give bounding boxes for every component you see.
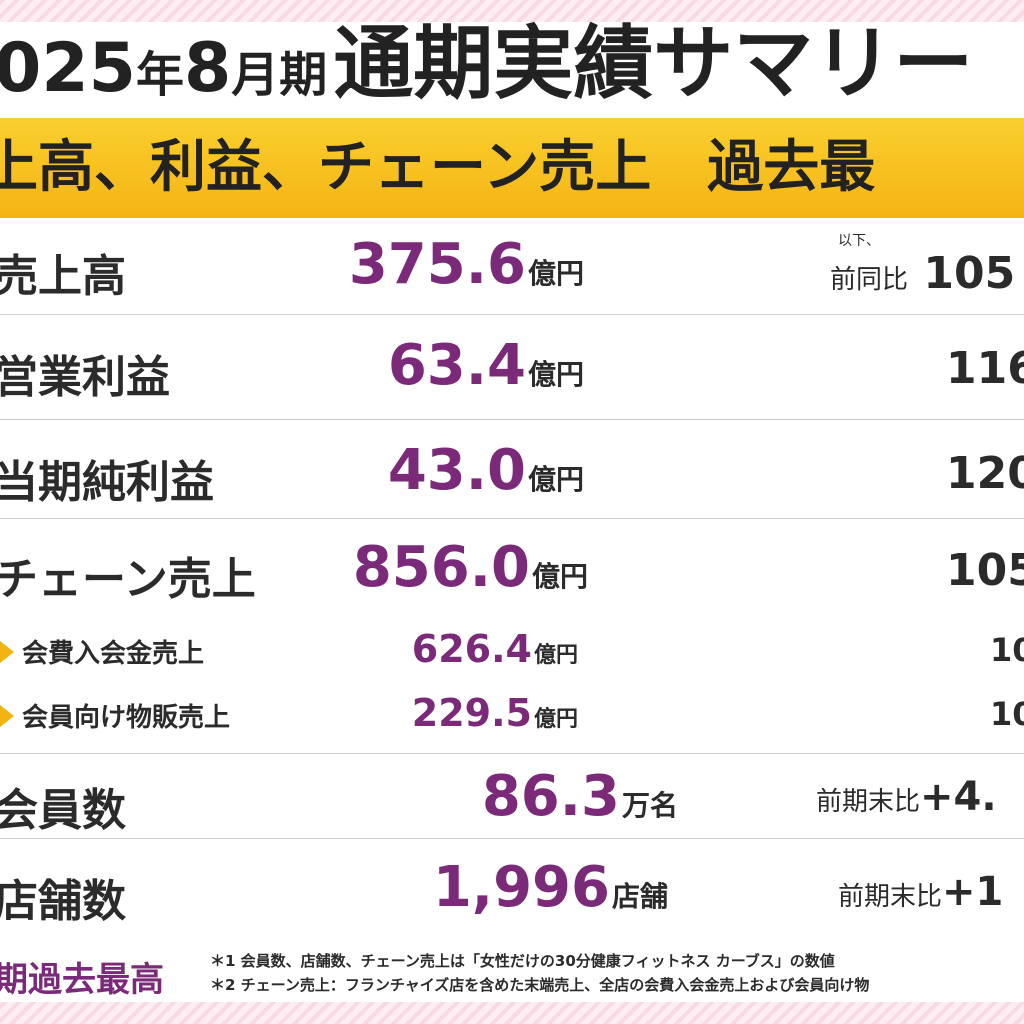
metric-number: 43.0 [387, 438, 526, 503]
metric-value: 43.0億円 [388, 438, 584, 503]
metric-number: 626.4 [411, 627, 532, 671]
metric-value: 1,996店舗 [433, 855, 668, 920]
sub-metric-label: 会員向け物販売上 [22, 703, 231, 733]
footnote-2: ＊2 チェーン売上：フランチャイズ店を含めた末端売上、全店の会費入会金売上および… [210, 976, 870, 994]
metric-number: 856.0 [352, 535, 530, 600]
metric-label: 当期純利益 [0, 457, 214, 508]
summary-card: 025年8月期通期実績サマリー 上高、利益、チェーン売上 過去最 売上高 375… [0, 22, 1024, 1002]
metric-label: 店舗数 [0, 876, 126, 927]
title-year-suffix: 年 [135, 47, 184, 103]
comparison-value: 105 [946, 545, 1024, 596]
sub-metric-value: 626.4億円 [412, 627, 578, 671]
comparison: 10 [990, 631, 1024, 669]
comparison: 前期末比+4. [816, 774, 997, 820]
metric-row-members: 会員数 86.3万名 前期末比+4. [0, 754, 1024, 839]
metric-unit: 億円 [531, 560, 588, 593]
metric-value: 63.4億円 [388, 333, 584, 398]
title-year: 025 [0, 29, 136, 108]
metric-value: 375.6億円 [349, 232, 584, 297]
page-title: 025年8月期通期実績サマリー [0, 24, 973, 104]
comparison: 120 [946, 448, 1024, 499]
metric-number: 1,996 [432, 855, 610, 920]
comparison: 10 [990, 695, 1024, 733]
comparison-value: 10 [990, 695, 1024, 733]
comparison-value: 120 [946, 448, 1024, 499]
metric-value: 856.0億円 [353, 535, 588, 600]
comparison-value: 10 [990, 631, 1024, 669]
metric-unit: 億円 [533, 643, 578, 668]
comparison-value: +4. [920, 774, 997, 820]
comparison-label: 前期末比 [816, 787, 921, 817]
title-period: 月期 [231, 47, 328, 103]
comparison-note: 以下、 [838, 233, 880, 249]
metric-unit: 億円 [533, 707, 578, 732]
metric-unit: 億円 [527, 358, 584, 391]
metric-unit: 店舗 [611, 880, 668, 913]
comparison-value: 116 [946, 343, 1024, 394]
metric-unit: 億円 [527, 257, 584, 290]
metric-number: 229.5 [411, 691, 532, 735]
comparison: 116 [946, 343, 1024, 394]
comparison: 105 [946, 545, 1024, 596]
metric-row-sales: 売上高 375.6億円 以下、 前同比 105 [0, 218, 1024, 315]
comparison-label: 前期末比 [838, 882, 943, 912]
sub-metric-label: 会費入会金売上 [22, 639, 205, 669]
metric-number: 375.6 [348, 232, 526, 297]
arrow-right-icon [0, 641, 14, 663]
metric-unit: 億円 [527, 463, 584, 496]
title-main: 通期実績サマリー [333, 22, 974, 110]
title-month: 8 [183, 29, 232, 108]
metric-value: 86.3万名 [482, 764, 678, 829]
comparison-value: +1 [942, 869, 1004, 915]
metric-number: 86.3 [481, 764, 620, 829]
comparison-value: 105 [923, 248, 1016, 299]
metric-row-stores: 店舗数 1,996店舗 前期末比+1 [0, 839, 1024, 943]
metric-label: 売上高 [0, 251, 126, 302]
comparison: 前期末比+1 [838, 869, 1003, 915]
metric-number: 63.4 [387, 333, 526, 398]
metric-row-net-profit: 当期純利益 43.0億円 120 [0, 420, 1024, 519]
sub-metric-value: 229.5億円 [412, 691, 578, 735]
footnote-1: ＊1 会員数、店舗数、チェーン売上は「女性だけの30分健康フィットネス カーブス… [210, 952, 835, 970]
comparison: 前同比 105 [830, 248, 1015, 299]
comparison-label: 前同比 [830, 265, 909, 295]
footer-badge: 期過去最高 [0, 960, 164, 1000]
metric-label: チェーン売上 [0, 554, 256, 605]
metric-row-operating-profit: 営業利益 63.4億円 116 [0, 315, 1024, 420]
metric-unit: 万名 [621, 789, 678, 822]
metric-label: 営業利益 [0, 352, 170, 403]
arrow-right-icon [0, 705, 14, 727]
headline-banner: 上高、利益、チェーン売上 過去最 [0, 118, 1024, 218]
metric-label: 会員数 [0, 785, 126, 836]
metric-row-chain-sales: チェーン売上 856.0億円 105 会費入会金売上 626.4億円 10 会員… [0, 519, 1024, 754]
